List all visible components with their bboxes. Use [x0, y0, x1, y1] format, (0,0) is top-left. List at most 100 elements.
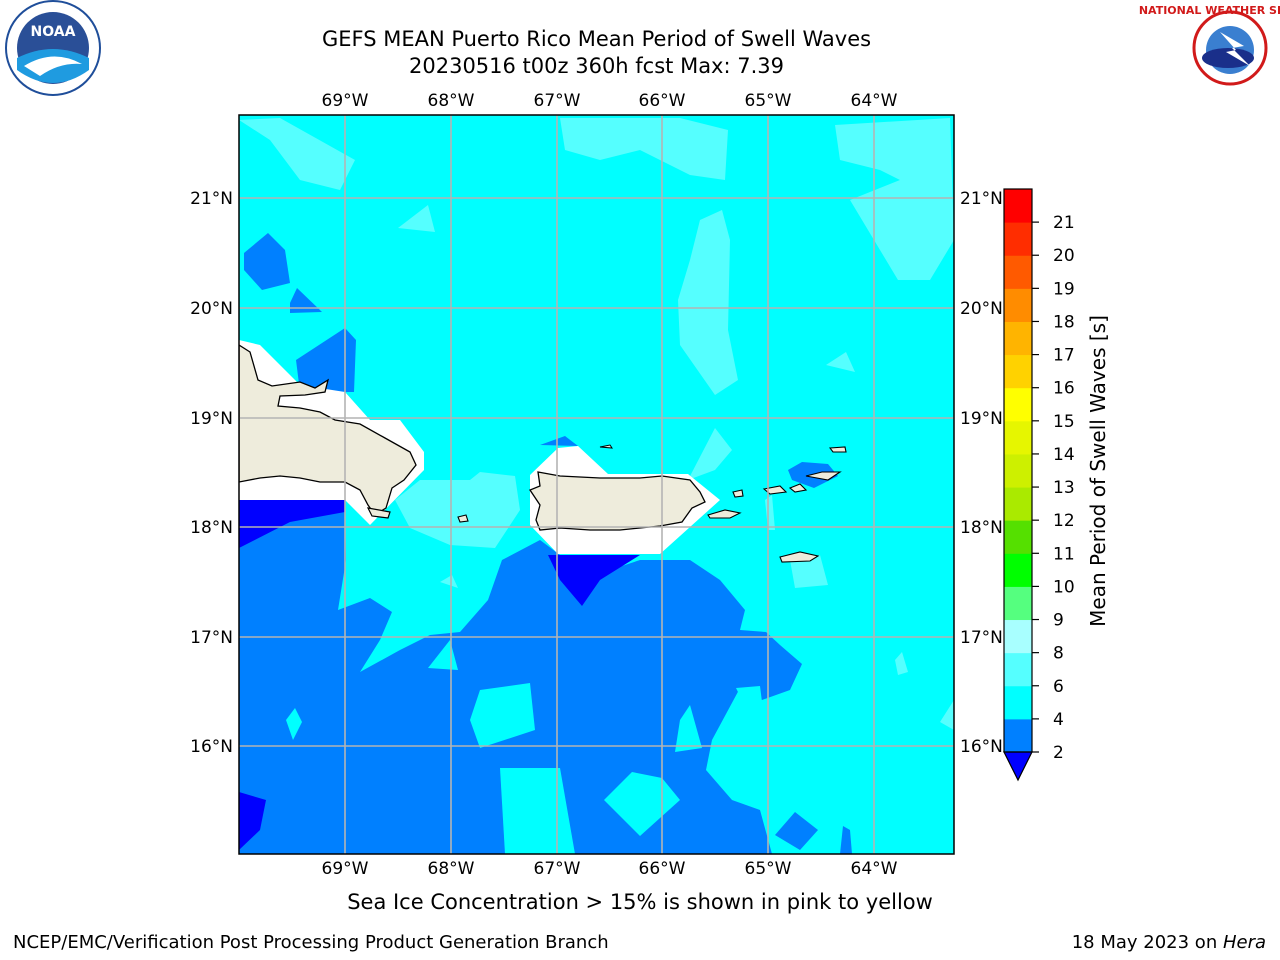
lat-label: 16°N [960, 737, 1003, 757]
chart-title: GEFS MEAN Puerto Rico Mean Period of Swe… [321, 27, 872, 51]
map-frame [238, 114, 955, 855]
colorbar-tick-label: 21 [1053, 213, 1075, 233]
ocean-below-2-fill [239, 792, 266, 850]
culebra-island [732, 489, 744, 498]
lon-label: 69°W [322, 91, 369, 111]
colorbar-segment [1004, 718, 1032, 753]
sea-ice-note: Sea Ice Concentration > 15% is shown in … [347, 890, 933, 914]
ocean-6-8-patch [440, 575, 458, 588]
ocean-2-4-patch [296, 328, 356, 392]
colorbar-tick-label: 19 [1053, 279, 1075, 299]
ocean-6-8-patch [560, 118, 728, 180]
colorbar-segment [1004, 619, 1032, 654]
hispaniola-land [239, 344, 417, 516]
lat-label: 18°N [960, 518, 1003, 538]
chart-subtitle: 20230516 t00z 360h fcst Max: 7.39 [409, 54, 784, 78]
ocean-4-6-patch [286, 708, 302, 740]
colorbar-frame [1003, 188, 1033, 753]
colorbar-segment [1004, 652, 1032, 687]
footer-host: Hera [1222, 932, 1266, 953]
colorbar-segment [1004, 487, 1032, 521]
ocean-2-4-patch [840, 826, 852, 854]
footer-date: 18 May 2023 on Hera [1072, 932, 1266, 953]
ocean-6-8-patch [398, 205, 435, 232]
colorbar-tick-label: 6 [1053, 677, 1064, 697]
noaa-logo-text: NOAA [31, 24, 76, 40]
colorbar-segment [1004, 553, 1032, 587]
colorbar-tick-label: 18 [1053, 312, 1075, 332]
ocean-2-4-patch [244, 233, 290, 290]
colorbar-segment [1004, 586, 1032, 621]
colorbar-tick-label: 20 [1053, 246, 1075, 266]
mona-island [457, 514, 469, 523]
anegada-island [828, 446, 847, 453]
ocean-below-2-fill [239, 500, 345, 548]
nws-logo-text: NATIONAL WEATHER SERVICE [1139, 4, 1280, 17]
colorbar-tick-label: 10 [1053, 577, 1075, 597]
lat-label: 16°N [190, 737, 233, 757]
colorbar: 2 4 6 8 9 10 11 12 13 14 15 16 17 18 19 20 21 [1003, 188, 1075, 782]
map-area [239, 115, 954, 854]
colorbar-tick-label: 15 [1053, 412, 1075, 432]
colorbar-tick-label: 17 [1053, 346, 1075, 366]
lat-label: 19°N [960, 409, 1003, 429]
lon-label: 68°W [428, 91, 475, 111]
lat-label: 17°N [960, 628, 1003, 648]
lon-label: 65°W [745, 859, 792, 879]
ocean-2-4-patch [540, 436, 578, 446]
lon-labels-top: 69°W 68°W 67°W 66°W 65°W 64°W [322, 91, 898, 111]
ocean-6-8-patch [395, 472, 520, 548]
lon-label: 69°W [322, 859, 369, 879]
colorbar-tick-label: 14 [1053, 445, 1075, 465]
colorbar-tick-label: 11 [1053, 544, 1075, 564]
colorbar-segment [1004, 189, 1032, 223]
lat-label: 21°N [960, 189, 1003, 209]
ocean-6-8-patch [826, 352, 855, 372]
colorbar-extend-arrow [1003, 751, 1033, 782]
lat-label: 20°N [190, 299, 233, 319]
colorbar-segment [1004, 420, 1032, 455]
lat-label: 21°N [190, 189, 233, 209]
lon-label: 66°W [639, 859, 686, 879]
colorbar-segment [1004, 520, 1032, 554]
ocean-4-6-patch [675, 705, 702, 752]
lat-label: 17°N [190, 628, 233, 648]
noaa-logo-icon: NOAA [5, 0, 101, 96]
ocean-4-6-patch [470, 683, 535, 748]
lon-label: 67°W [534, 91, 581, 111]
colorbar-label: Mean Period of Swell Waves [s] [1086, 315, 1110, 627]
lat-labels-right: 21°N 20°N 19°N 18°N 17°N 16°N [960, 189, 1003, 757]
graticule [239, 115, 954, 854]
lat-label: 19°N [190, 409, 233, 429]
lon-labels-bottom: 69°W 68°W 67°W 66°W 65°W 64°W [322, 859, 898, 879]
ocean-2-4-patch [775, 812, 818, 850]
ocean-6-8-patch [239, 118, 355, 190]
ocean-6-8-patch [895, 652, 908, 675]
lat-label: 20°N [960, 299, 1003, 319]
colorbar-tick-label: 9 [1053, 611, 1064, 631]
colorbar-segment [1004, 222, 1032, 256]
ocean-4-6-patch [736, 686, 762, 702]
colorbar-tick-label: 8 [1053, 644, 1064, 664]
lon-label: 64°W [851, 859, 898, 879]
colorbar-segment [1004, 685, 1032, 720]
tortola-island [805, 471, 842, 481]
ocean-2-4-patch [290, 288, 322, 313]
ocean-6-8-patch [678, 210, 738, 395]
colorbar-tick-label: 4 [1053, 710, 1064, 730]
desecheo-island [599, 444, 613, 449]
ocean-6-8-patch [688, 428, 732, 480]
footer-date-text: 18 May 2023 on [1071, 932, 1223, 953]
ocean-6-8-patch [940, 700, 954, 730]
colorbar-tick-label: 2 [1053, 743, 1064, 763]
colorbar-segment [1004, 453, 1032, 488]
st-croix-island [779, 551, 820, 563]
vieques-island [707, 509, 742, 519]
colorbar-segment [1004, 288, 1032, 322]
st-john-island [788, 483, 808, 493]
lon-label: 64°W [851, 91, 898, 111]
colorbar-segment [1004, 255, 1032, 289]
ocean-4-6-patch [604, 772, 680, 836]
lon-label: 68°W [428, 859, 475, 879]
